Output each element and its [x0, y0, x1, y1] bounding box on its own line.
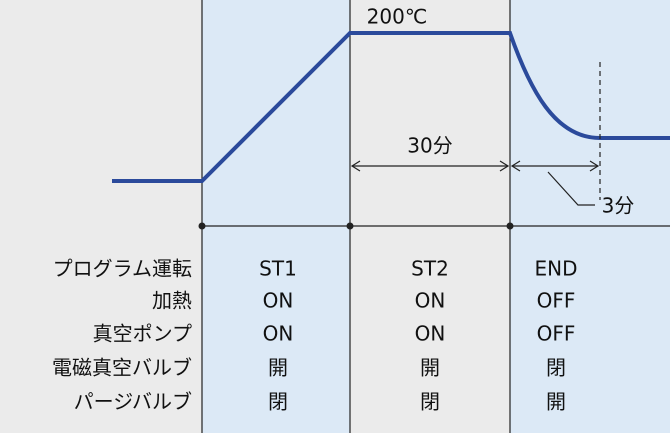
- dot: [198, 222, 206, 230]
- cell: END: [535, 257, 578, 281]
- status-table: プログラム運転 ST1 ST2 END 加熱 ON ON OFF 真空ポンプ ON ON OFF 電磁真…: [52, 257, 578, 414]
- duration-label: 3分: [602, 194, 635, 218]
- cell: 開: [546, 390, 566, 414]
- cell: 閉: [268, 390, 288, 414]
- cell: ST2: [411, 257, 449, 281]
- cell: ST1: [259, 257, 297, 281]
- column-st1: [202, 0, 350, 433]
- row-label: パージバルブ: [74, 390, 192, 414]
- temperature-profile: [112, 31, 670, 183]
- background-left: [0, 0, 202, 433]
- dot: [346, 222, 354, 230]
- cell: ON: [263, 289, 294, 313]
- row-label: 真空ポンプ: [93, 322, 192, 346]
- cell: 閉: [546, 356, 566, 380]
- cell: OFF: [537, 322, 576, 346]
- cell: 開: [268, 356, 288, 380]
- arrow-heads: [350, 160, 510, 172]
- cell: ON: [415, 289, 446, 313]
- cell: OFF: [537, 289, 576, 313]
- cell: ON: [415, 322, 446, 346]
- arrow-heads: [510, 160, 600, 172]
- arrows: [350, 160, 600, 206]
- cell: 閉: [420, 390, 440, 414]
- leader-line: [547, 171, 595, 206]
- column-end: [510, 0, 670, 433]
- dividers: [201, 0, 670, 433]
- temperature-label: 200℃: [367, 5, 428, 29]
- row-label: 加熱: [152, 289, 192, 313]
- duration-label: 30分: [407, 134, 452, 158]
- row-label: 電磁真空バルブ: [52, 356, 192, 380]
- dot: [506, 222, 514, 230]
- cell: 開: [420, 356, 440, 380]
- axis-dots: [198, 222, 514, 230]
- row-label: プログラム運転: [53, 257, 192, 281]
- column-st2: [350, 0, 510, 433]
- cell: ON: [263, 322, 294, 346]
